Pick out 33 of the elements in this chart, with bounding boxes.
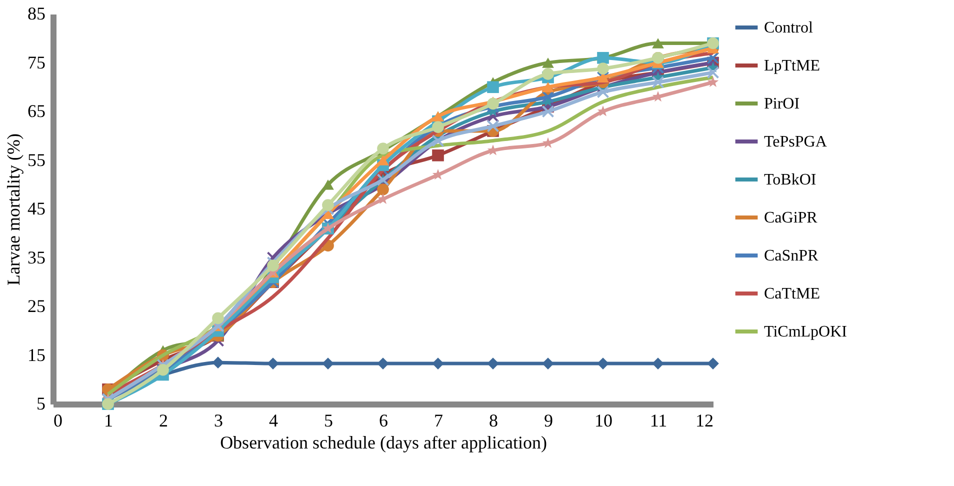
y-tick-label: 85: [28, 4, 46, 24]
legend-label: TiCmLpOKI: [764, 324, 847, 340]
y-tick-label: 75: [28, 52, 46, 72]
x-axis-title: Observation schedule (days after application): [220, 432, 547, 452]
x-tick-label: 11: [650, 410, 668, 430]
x-tick-label: 6: [379, 410, 388, 430]
y-tick-label: 5: [36, 394, 46, 414]
legend-label: ToBkOI: [764, 172, 816, 188]
x-tick-label: 4: [269, 410, 278, 430]
x-tick-label: 12: [696, 410, 714, 430]
legend-label: CaTtME: [764, 286, 820, 302]
legend-label: Control: [764, 20, 814, 36]
y-tick-label: 45: [28, 198, 46, 218]
legend-label: PirOI: [764, 96, 800, 112]
y-tick-label: 25: [28, 296, 46, 316]
y-tick-label: 15: [28, 344, 46, 365]
legend-label: CaSnPR: [764, 248, 819, 264]
x-tick-label: 10: [594, 410, 612, 430]
y-axis-title: Larvae mortality (%): [4, 134, 24, 286]
legend-label: CaGiPR: [764, 210, 818, 226]
x-tick-label: 8: [489, 410, 498, 430]
x-tick-label: 3: [214, 410, 223, 430]
x-tick-label: 1: [104, 410, 113, 430]
x-tick-label: 7: [434, 410, 443, 430]
x-tick-label: 5: [324, 410, 333, 430]
x-tick-label: 9: [544, 410, 553, 430]
y-tick-label: 65: [28, 101, 46, 121]
x-tick-label: 0: [54, 410, 62, 430]
legend-label: LpTtME: [764, 58, 820, 74]
y-tick-label: 55: [28, 150, 46, 170]
x-tick-label: 2: [159, 410, 168, 430]
y-tick-label: 35: [28, 247, 46, 268]
legend-label: TePsPGA: [764, 134, 828, 150]
